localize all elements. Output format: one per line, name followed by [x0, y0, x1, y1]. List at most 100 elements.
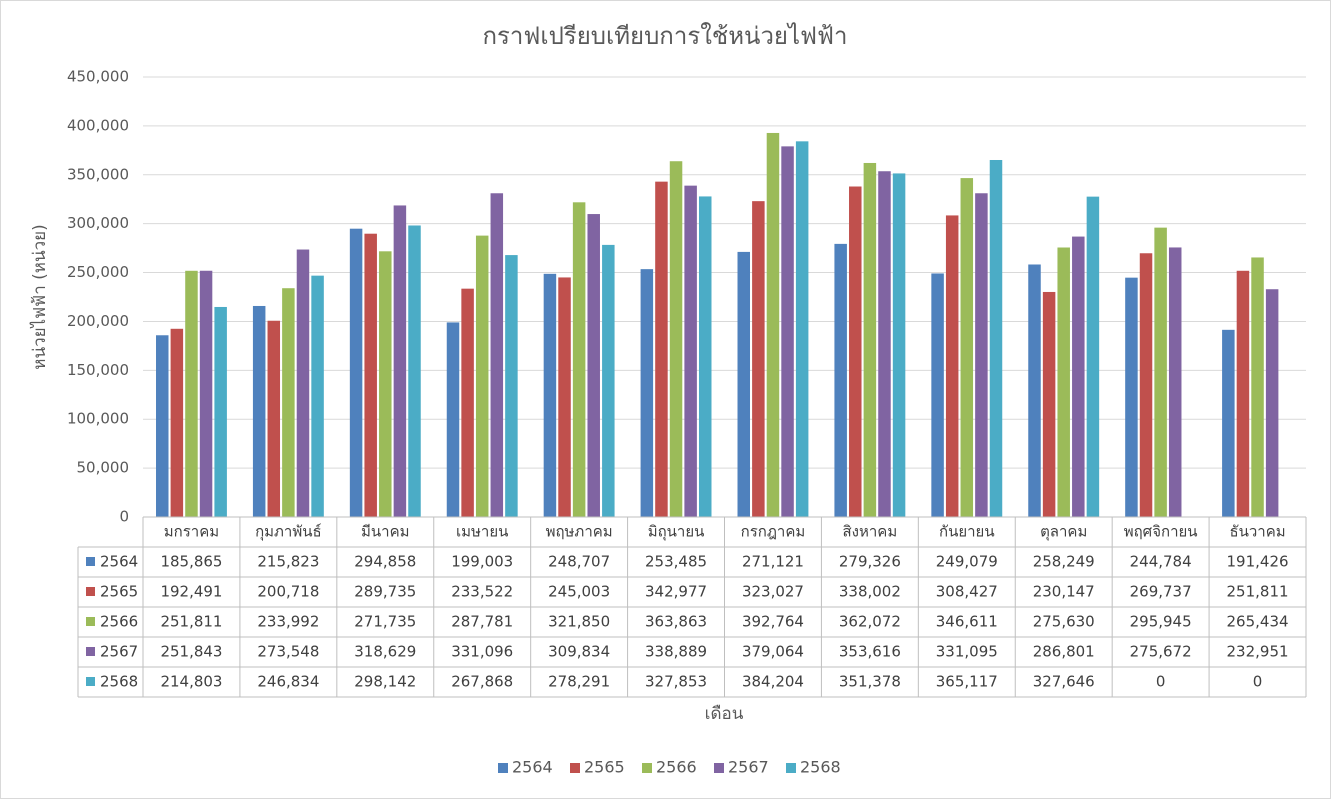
data-label: 192,491 — [160, 583, 222, 601]
data-label: 298,142 — [354, 673, 416, 691]
data-label: 286,801 — [1033, 643, 1095, 661]
x-tick-label: มกราคม — [164, 523, 219, 541]
bar — [698, 196, 712, 517]
bar — [349, 228, 363, 517]
data-label: 275,630 — [1033, 613, 1095, 631]
bar — [490, 193, 504, 517]
x-tick-label: สิงหาคม — [843, 523, 898, 541]
bar — [1057, 247, 1070, 517]
bar — [282, 288, 295, 517]
data-label: 362,072 — [839, 613, 901, 631]
x-tick-label: เมษายน — [456, 523, 508, 541]
bar — [892, 173, 906, 517]
data-label: 249,079 — [936, 553, 998, 571]
bar — [379, 251, 392, 517]
bar — [795, 141, 809, 517]
bar — [170, 328, 184, 517]
data-label: 346,611 — [936, 613, 998, 631]
table-legend-key — [86, 647, 95, 656]
bar — [408, 225, 421, 517]
bar — [989, 159, 1003, 517]
x-tick-label: มีนาคม — [361, 523, 410, 541]
bar — [199, 270, 213, 517]
bar — [1028, 264, 1041, 517]
bar — [1042, 291, 1056, 517]
data-label: 246,834 — [257, 673, 319, 691]
bar — [543, 273, 557, 517]
bar — [1265, 289, 1279, 517]
x-tick-label: กรกฎาคม — [741, 523, 806, 541]
bar — [1139, 253, 1153, 518]
bar — [834, 243, 847, 518]
bar — [267, 320, 281, 517]
legend-key — [714, 763, 724, 773]
legend-key — [570, 763, 580, 773]
y-tick-label: 50,000 — [77, 459, 130, 477]
x-tick-label: กุมภาพันธ์ — [255, 523, 322, 542]
y-tick-label: 150,000 — [67, 361, 129, 379]
bar — [849, 186, 862, 517]
table-series-name: 2568 — [100, 673, 138, 691]
bar — [1086, 196, 1100, 518]
bar — [185, 270, 198, 517]
bar — [296, 249, 310, 518]
legend-label: 2564 — [512, 758, 553, 777]
table-series-name: 2565 — [100, 583, 138, 601]
bar — [863, 162, 877, 517]
x-tick-label: กันยายน — [939, 523, 995, 541]
data-label: 379,064 — [742, 643, 804, 661]
bar — [364, 233, 377, 517]
data-label: 294,858 — [354, 553, 416, 571]
table-series-name: 2564 — [100, 553, 138, 571]
bar — [752, 201, 765, 518]
data-label: 308,427 — [936, 583, 998, 601]
chart-title: กราฟเปรียบเทียบการใช้หน่วยไฟฟ้า — [482, 22, 847, 50]
bar — [1072, 236, 1085, 517]
data-label: 331,095 — [936, 643, 998, 661]
data-label: 230,147 — [1033, 583, 1095, 601]
bar — [766, 132, 780, 517]
data-label: 245,003 — [548, 583, 610, 601]
data-label: 269,737 — [1130, 583, 1192, 601]
data-label: 331,096 — [451, 643, 513, 661]
legend-key — [642, 763, 652, 773]
y-tick-label: 100,000 — [67, 410, 129, 428]
data-label: 251,811 — [160, 613, 222, 631]
data-label: 278,291 — [548, 673, 610, 691]
bar — [878, 171, 891, 517]
x-tick-label: ธันวาคม — [1229, 523, 1285, 541]
legend-key — [786, 763, 796, 773]
data-label: 199,003 — [451, 553, 513, 571]
data-label: 351,378 — [839, 673, 901, 691]
x-tick-label: มิถุนายน — [648, 523, 705, 542]
bar — [640, 269, 654, 517]
data-label: 321,850 — [548, 613, 610, 631]
data-label: 275,672 — [1130, 643, 1192, 661]
data-label: 233,992 — [257, 613, 319, 631]
bar — [602, 244, 615, 517]
table-legend-key — [86, 677, 95, 686]
bar — [572, 202, 586, 517]
bar — [393, 205, 407, 517]
data-label: 279,326 — [839, 553, 901, 571]
bar — [655, 181, 668, 517]
data-label: 251,843 — [160, 643, 222, 661]
bar — [446, 322, 460, 517]
data-label: 248,707 — [548, 553, 610, 571]
legend-key — [498, 763, 508, 773]
bar — [587, 214, 600, 517]
data-label: 392,764 — [742, 613, 804, 631]
data-label: 271,121 — [742, 553, 804, 571]
bar — [252, 305, 266, 517]
bar — [960, 178, 974, 517]
data-label: 338,889 — [645, 643, 707, 661]
bar — [1154, 227, 1167, 517]
data-label: 318,629 — [354, 643, 416, 661]
bar — [1222, 329, 1235, 517]
data-label: 253,485 — [645, 553, 707, 571]
y-tick-label: 300,000 — [67, 214, 129, 232]
y-axis-title: หน่วยไฟฟ้า (หน่วย) — [29, 224, 50, 370]
data-label: 267,868 — [451, 673, 513, 691]
data-label: 323,027 — [742, 583, 804, 601]
